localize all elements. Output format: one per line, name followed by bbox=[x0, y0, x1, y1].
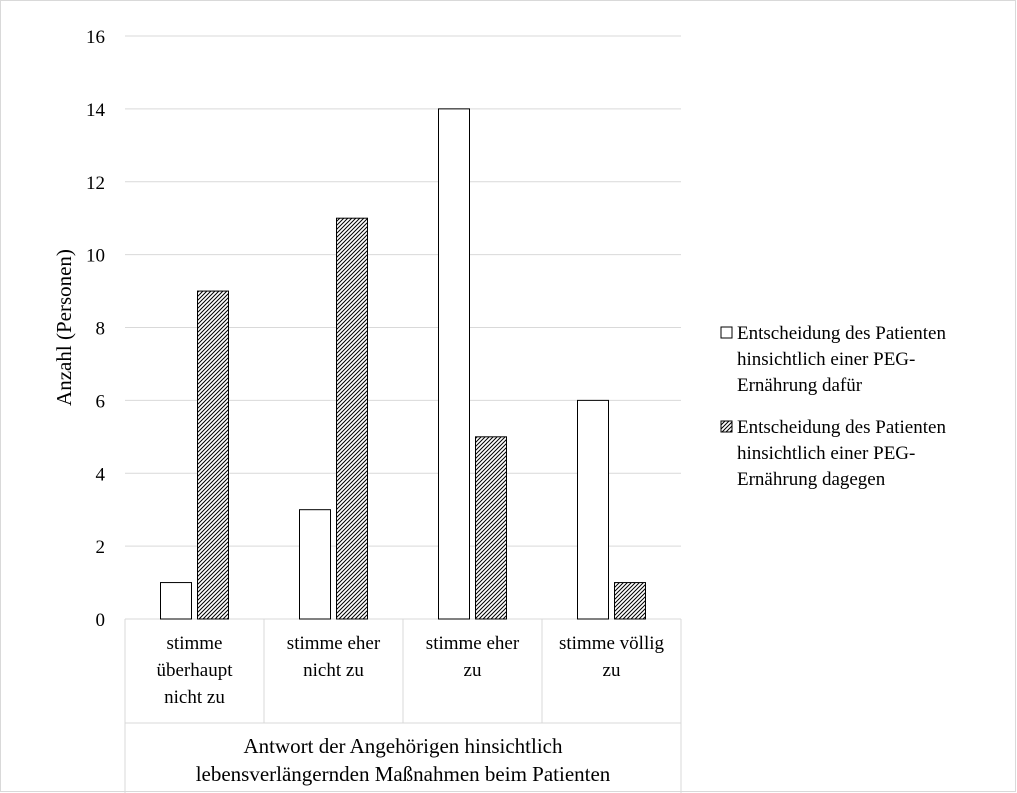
y-axis-title: Anzahl (Personen) bbox=[52, 249, 76, 406]
y-tick-label: 16 bbox=[86, 27, 105, 48]
legend-label-dafuer: Entscheidung des Patienten hinsichtlich e… bbox=[737, 323, 946, 396]
legend-swatch-dagegen bbox=[720, 420, 733, 433]
y-tick-labels: 0 2 4 6 8 10 12 14 16 bbox=[86, 27, 106, 631]
y-tick-label: 4 bbox=[96, 464, 106, 485]
bars bbox=[160, 108, 646, 620]
y-tick-label: 2 bbox=[96, 537, 106, 558]
bar-dafuer bbox=[577, 399, 609, 620]
legend-label-dagegen: Entscheidung des Patienten hinsichtlich e… bbox=[737, 417, 946, 490]
category-label: stimme überhaupt nicht zu bbox=[157, 633, 234, 708]
category-axis: stimme überhaupt nicht zu stimme eher nicht … bbox=[124, 618, 682, 793]
category-label: stimme völlig zu bbox=[559, 633, 665, 681]
category-label: stimme eher nicht zu bbox=[287, 633, 381, 681]
category-label: stimme eher zu bbox=[426, 633, 520, 681]
y-tick-label: 12 bbox=[86, 173, 105, 194]
bar-dafuer bbox=[299, 509, 331, 620]
y-tick-label: 8 bbox=[96, 319, 106, 340]
y-tick-label: 14 bbox=[86, 100, 106, 121]
bar-dagegen bbox=[614, 582, 646, 620]
axis-titles: Anzahl (Personen) Antwort der Angehörigen… bbox=[52, 249, 611, 786]
bar-dagegen bbox=[197, 290, 229, 620]
legend: Entscheidung des Patienten hinsichtlich e… bbox=[720, 323, 946, 490]
bar-dafuer bbox=[438, 108, 470, 620]
bar-dagegen bbox=[336, 217, 368, 620]
legend-swatch-dafuer bbox=[720, 326, 733, 339]
y-tick-label: 6 bbox=[96, 391, 106, 412]
bar-dafuer bbox=[160, 582, 192, 620]
y-tick-label: 10 bbox=[86, 246, 105, 267]
bar-dagegen bbox=[475, 436, 507, 620]
x-axis-title: Antwort der Angehörigen hinsichtlich lebe… bbox=[196, 734, 611, 786]
y-tick-label: 0 bbox=[96, 610, 106, 631]
